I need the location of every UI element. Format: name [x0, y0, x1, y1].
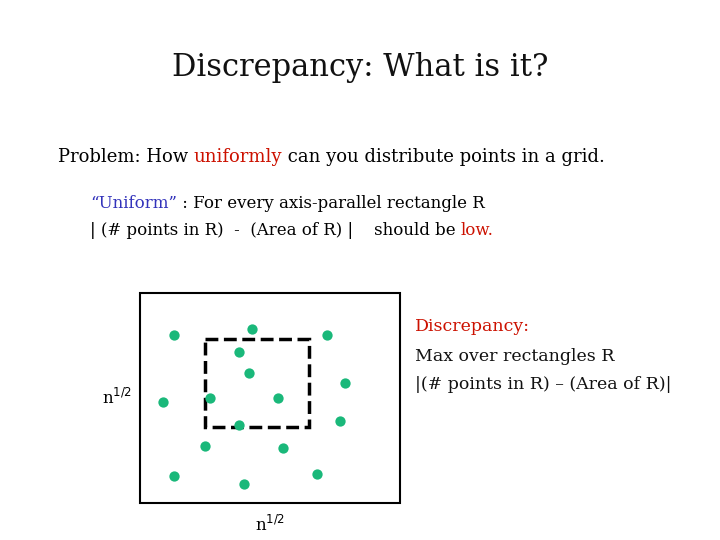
Text: low.: low.	[461, 222, 494, 239]
Point	[272, 394, 284, 402]
Point	[238, 480, 250, 488]
Point	[335, 417, 346, 426]
Text: n$^{1/2}$: n$^{1/2}$	[102, 388, 132, 408]
Bar	[140, 293, 400, 503]
Text: | (# points in R)  -  (Area of R) |    should be: | (# points in R) - (Area of R) | should…	[90, 222, 461, 239]
Text: Discrepancy: What is it?: Discrepancy: What is it?	[172, 52, 548, 83]
Text: can you distribute points in a grid.: can you distribute points in a grid.	[282, 148, 606, 166]
Text: : For every axis-parallel rectangle R: : For every axis-parallel rectangle R	[177, 195, 485, 212]
Point	[277, 444, 289, 453]
Text: Max over rectangles R: Max over rectangles R	[415, 348, 614, 365]
Text: uniformly: uniformly	[194, 148, 282, 166]
Point	[233, 421, 245, 430]
Bar	[205, 339, 309, 427]
Text: “Uniform”: “Uniform”	[90, 195, 177, 212]
Point	[246, 325, 258, 333]
Text: |(# points in R) – (Area of R)|: |(# points in R) – (Area of R)|	[415, 376, 672, 393]
Text: n$^{1/2}$: n$^{1/2}$	[255, 515, 285, 535]
Point	[321, 330, 333, 339]
Point	[168, 330, 179, 339]
Point	[204, 394, 216, 402]
Text: Problem: How: Problem: How	[58, 148, 194, 166]
Point	[340, 379, 351, 388]
Point	[233, 347, 245, 356]
Point	[243, 368, 255, 377]
Text: Discrepancy:: Discrepancy:	[415, 318, 530, 335]
Point	[311, 469, 323, 478]
Point	[158, 398, 169, 407]
Point	[168, 471, 179, 480]
Point	[199, 442, 211, 450]
